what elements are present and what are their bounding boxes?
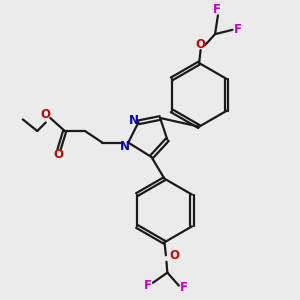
Text: F: F — [234, 23, 242, 36]
Text: N: N — [120, 140, 130, 152]
Text: O: O — [54, 148, 64, 161]
Text: N: N — [129, 113, 139, 127]
Text: O: O — [169, 249, 180, 262]
Text: F: F — [180, 281, 188, 295]
Text: F: F — [144, 279, 152, 292]
Text: O: O — [196, 38, 206, 51]
Text: O: O — [40, 108, 50, 121]
Text: F: F — [213, 3, 221, 16]
